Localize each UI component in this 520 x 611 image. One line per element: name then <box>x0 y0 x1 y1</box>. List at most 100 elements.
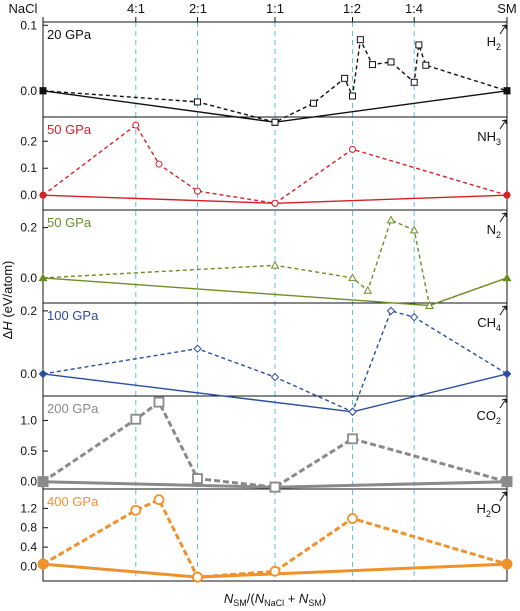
panel-2-ytick-label: 0.2 <box>20 134 37 148</box>
panel-1-marker <box>310 99 318 107</box>
panel-6-ytick-label: 0.0 <box>20 559 37 573</box>
top-label-1-1: 1:1 <box>266 1 284 16</box>
top-composition-labels: NaCl 4:1 2:1 1:1 1:2 1:4 SM <box>9 1 517 16</box>
panel-6-arrowhead <box>501 491 507 496</box>
panel-3-marker <box>425 300 434 309</box>
panel-3-marker <box>270 260 280 269</box>
panel-4-marker <box>193 344 202 353</box>
panel-2-arrowhead <box>501 119 507 124</box>
panel-1-pressure-label: 20 GPa <box>47 27 92 42</box>
panel-2-arrow <box>499 119 507 130</box>
panel-1-marker <box>39 87 47 95</box>
panel-3-marker <box>386 215 396 224</box>
panel-4-ytick-label: 0.0 <box>20 367 37 381</box>
panel-3-ytick-label: 0.2 <box>20 221 37 235</box>
panel-1-marker <box>194 98 202 106</box>
data-series <box>37 36 513 583</box>
panel-6-marker <box>347 513 358 524</box>
top-label-1-4: 1:4 <box>405 1 423 16</box>
panel-6-marker <box>501 558 513 570</box>
panel-4-pressure-label: 100 GPa <box>47 308 99 323</box>
panel-1-marker <box>503 87 511 95</box>
panel-4-arrow <box>499 305 507 316</box>
top-label-1-2: 1:2 <box>343 1 361 16</box>
panel-2-marker <box>348 145 356 153</box>
panel-4-marker <box>348 407 357 416</box>
panel-3-marker <box>38 273 48 282</box>
top-label-sm: SM <box>497 1 517 16</box>
panel-1-marker <box>415 41 423 49</box>
panel-1-marker <box>341 74 349 82</box>
panel-5-arrowhead <box>501 398 507 403</box>
panel-frames <box>42 17 508 582</box>
panel-6-marker <box>130 504 142 516</box>
panel-5-molecule-label: CO2 <box>476 408 501 426</box>
panel-4-ytick-label: 0.2 <box>20 304 37 318</box>
panel-5-marker <box>153 396 165 408</box>
panel-4-marker <box>386 306 396 316</box>
panel-6-ytick-label: 0.4 <box>20 540 37 554</box>
panel-3-marker <box>502 273 512 282</box>
panel-2-marker <box>503 191 511 199</box>
panel-6-pressure-label: 400 GPa <box>47 494 99 509</box>
panel-4-arrowhead <box>501 305 507 310</box>
composition-guide-lines <box>135 22 415 581</box>
panel-4-dashed-line <box>42 310 508 413</box>
panel-2-marker <box>132 121 140 129</box>
panel-6-marker <box>37 558 49 570</box>
panel-4-molecule-label: CH4 <box>477 315 501 333</box>
panel-1-marker <box>356 36 364 44</box>
panel-3-ytick-label: 0.0 <box>20 271 37 285</box>
panel-2-ytick-label: 0.0 <box>20 188 37 202</box>
panel-3-arrowhead <box>501 212 507 217</box>
panel-4-marker <box>409 312 419 322</box>
panel-6-marker <box>269 565 281 577</box>
panel-1-arrow <box>499 24 507 35</box>
panel-3-pressure-label: 50 GPa <box>47 215 92 230</box>
panel-2-marker <box>194 187 202 195</box>
panel-3-marker <box>363 285 373 294</box>
panel-1-marker <box>348 92 356 100</box>
panel-5-ytick-label: 0.0 <box>20 475 37 489</box>
panel-2-pressure-label: 50 GPa <box>47 122 92 137</box>
top-label-4-1: 4:1 <box>127 1 145 16</box>
panel-labels: 0.1 0.0 20 GPa H2 0.2 0.1 0.0 50 GPa NH3 0.2 0.0 50… <box>20 18 507 573</box>
top-label-2-1: 2:1 <box>189 1 207 16</box>
panel-4-marker <box>270 372 280 382</box>
panel-1-arrowhead <box>501 24 507 29</box>
panel-6-marker <box>153 494 165 506</box>
panel-5-marker <box>347 433 358 445</box>
panel-5-arrow <box>499 398 507 409</box>
y-axis-label: ΔH (eV/atom) <box>0 261 15 340</box>
panel-1-marker <box>387 58 395 66</box>
panel-2-ytick-label: 0.1 <box>20 161 37 175</box>
panel-6-molecule-label: H2O <box>476 501 501 519</box>
panel-2-dashed-line <box>42 124 508 205</box>
panel-2-marker <box>39 191 47 199</box>
panel-6-arrow <box>499 491 507 502</box>
panel-5-marker <box>192 473 203 484</box>
panel-4-marker <box>38 369 48 379</box>
panel-1-marker <box>368 61 376 69</box>
panel-5-marker <box>269 481 281 493</box>
panel-1-marker <box>422 61 430 69</box>
top-label-nacl: NaCl <box>9 1 38 16</box>
panel-3-marker <box>409 225 419 234</box>
panel-3-marker <box>348 273 357 282</box>
panel-5-marker <box>501 476 513 488</box>
panel-3-arrow <box>499 212 507 223</box>
panel-2-marker <box>271 199 279 207</box>
panel-1-marker <box>410 78 418 86</box>
panel-2-marker <box>155 160 163 168</box>
panel-5-ytick-label: 0.5 <box>20 444 37 458</box>
panel-6-marker <box>192 571 203 583</box>
panel-1-molecule-label: H2 <box>487 34 501 52</box>
panel-1-ytick-label: 0.0 <box>20 84 37 98</box>
panel-1-marker <box>271 118 279 126</box>
panel-6-ytick-label: 1.2 <box>20 501 37 515</box>
panel-5-pressure-label: 200 GPa <box>47 401 99 416</box>
panel-3-molecule-label: N2 <box>487 222 501 240</box>
panel-4-marker <box>502 369 512 379</box>
panel-6-ytick-label: 0.8 <box>20 521 37 535</box>
